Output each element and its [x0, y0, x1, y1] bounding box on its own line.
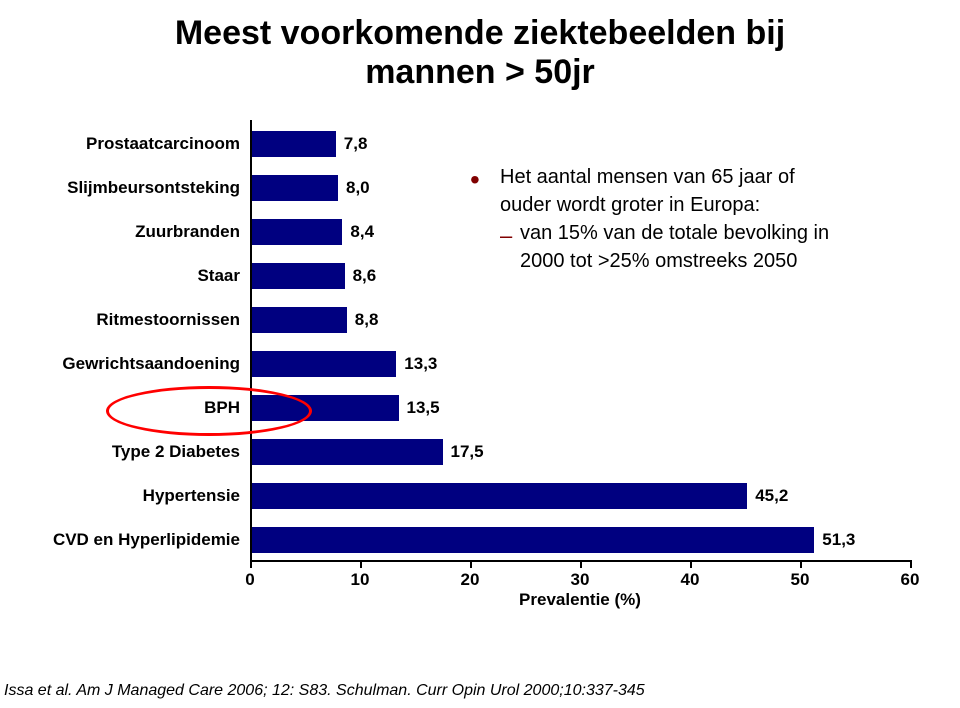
category-label: Hypertensie: [8, 486, 240, 506]
category-label: Ritmestoornissen: [8, 310, 240, 330]
bar: [252, 439, 443, 465]
bar-value-label: 7,8: [344, 134, 368, 154]
x-tick-label: 0: [230, 570, 270, 590]
bullet-icon: •: [470, 166, 480, 194]
x-tick-label: 40: [670, 570, 710, 590]
x-tick-mark: [470, 560, 472, 568]
slide-title: Meest voorkomende ziektebeelden bij mann…: [0, 0, 960, 92]
prevalence-bar-chart: Prostaatcarcinoom7,8Slijmbeursontsteking…: [250, 120, 910, 588]
x-tick-mark: [910, 560, 912, 568]
bar-value-label: 45,2: [755, 486, 788, 506]
x-tick-label: 20: [450, 570, 490, 590]
x-tick-label: 30: [560, 570, 600, 590]
annotation-line: ouder wordt groter in Europa:: [500, 194, 760, 217]
annotation-line: van 15% van de totale bevolking in: [520, 222, 829, 245]
bar: [252, 307, 347, 333]
category-label: Type 2 Diabetes: [8, 442, 240, 462]
category-label: Staar: [8, 266, 240, 286]
bar-value-label: 8,8: [355, 310, 379, 330]
bar: [252, 351, 396, 377]
annotation-line: Het aantal mensen van 65 jaar of: [500, 166, 795, 189]
bar-value-label: 8,6: [353, 266, 377, 286]
category-label: CVD en Hyperlipidemie: [8, 530, 240, 550]
x-tick-mark: [360, 560, 362, 568]
bar-value-label: 51,3: [822, 530, 855, 550]
x-tick-mark: [800, 560, 802, 568]
category-label: Zuurbranden: [8, 222, 240, 242]
annotation-line: 2000 tot >25% omstreeks 2050: [520, 250, 797, 273]
x-tick-mark: [690, 560, 692, 568]
x-tick-mark: [250, 560, 252, 568]
bar-value-label: 13,3: [404, 354, 437, 374]
bar: [252, 131, 336, 157]
bar: [252, 175, 338, 201]
x-tick-mark: [580, 560, 582, 568]
x-axis-title: Prevalentie (%): [250, 590, 910, 610]
x-tick-label: 60: [890, 570, 930, 590]
category-label: Gewrichtsaandoening: [8, 354, 240, 374]
bar-value-label: 13,5: [407, 398, 440, 418]
highlight-oval-bph: [106, 386, 312, 436]
bar-value-label: 8,4: [350, 222, 374, 242]
category-label: Prostaatcarcinoom: [8, 134, 240, 154]
sub-bullet-icon: –: [500, 222, 512, 250]
category-label: Slijmbeursontsteking: [8, 178, 240, 198]
footnote-citation: Issa et al. Am J Managed Care 2006; 12: …: [4, 682, 645, 700]
bar: [252, 219, 342, 245]
bar: [252, 483, 747, 509]
bar-value-label: 17,5: [451, 442, 484, 462]
bar: [252, 263, 345, 289]
x-tick-label: 50: [780, 570, 820, 590]
bar-value-label: 8,0: [346, 178, 370, 198]
x-tick-label: 10: [340, 570, 380, 590]
bar: [252, 527, 814, 553]
